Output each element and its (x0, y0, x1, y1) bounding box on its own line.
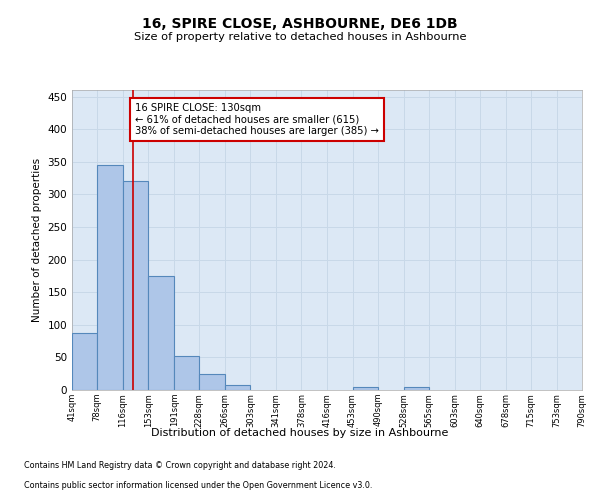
Bar (199, 374, 225, 390)
Bar (225, 385, 250, 390)
Bar (353, 386, 378, 390)
Bar (97, 165, 123, 390)
Text: Contains public sector information licensed under the Open Government Licence v3: Contains public sector information licen… (24, 481, 373, 490)
Text: Distribution of detached houses by size in Ashbourne: Distribution of detached houses by size … (151, 428, 449, 438)
Bar (404, 386, 429, 390)
Bar (123, 182, 148, 390)
Y-axis label: Number of detached properties: Number of detached properties (32, 158, 42, 322)
Bar (174, 356, 199, 390)
Text: Contains HM Land Registry data © Crown copyright and database right 2024.: Contains HM Land Registry data © Crown c… (24, 461, 336, 470)
Text: Size of property relative to detached houses in Ashbourne: Size of property relative to detached ho… (134, 32, 466, 42)
Bar (72, 332, 97, 390)
Text: 16, SPIRE CLOSE, ASHBOURNE, DE6 1DB: 16, SPIRE CLOSE, ASHBOURNE, DE6 1DB (142, 18, 458, 32)
Bar (148, 276, 174, 390)
Text: 16 SPIRE CLOSE: 130sqm
← 61% of detached houses are smaller (615)
38% of semi-de: 16 SPIRE CLOSE: 130sqm ← 61% of detached… (134, 103, 379, 136)
